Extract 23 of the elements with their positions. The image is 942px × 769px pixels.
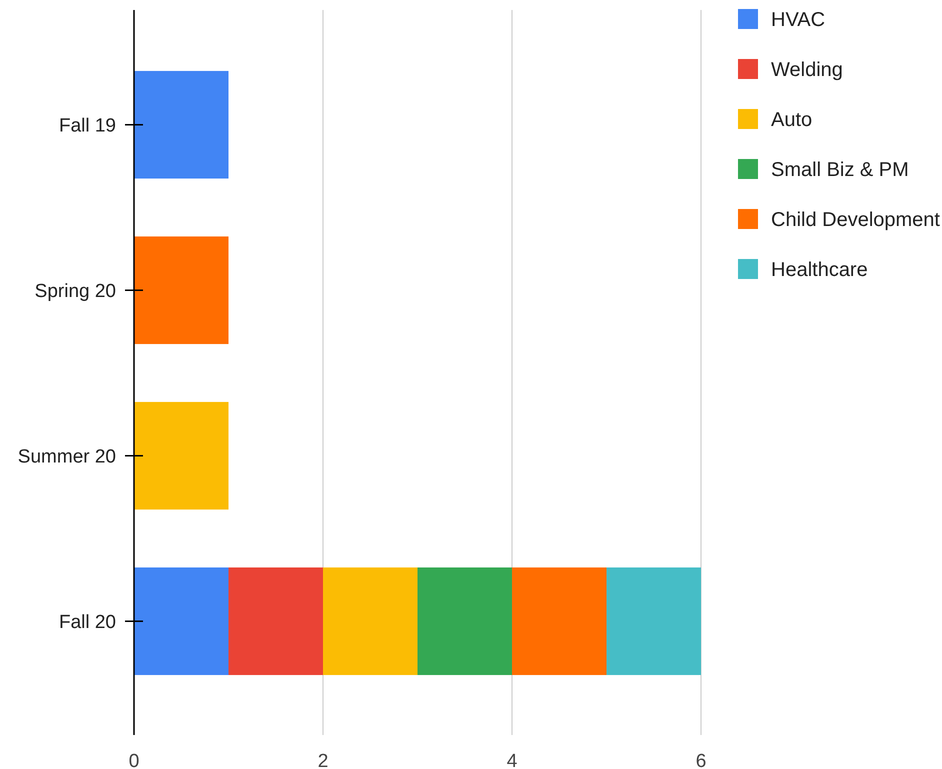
bar — [418, 567, 512, 676]
y-tick-label: Summer 20 — [18, 446, 116, 468]
legend-label: Welding — [771, 59, 843, 81]
x-tick-label: 6 — [696, 751, 706, 769]
legend-label: HVAC — [771, 9, 826, 31]
y-tick-label: Spring 20 — [34, 280, 116, 302]
legend-label: Auto — [771, 109, 812, 131]
bar — [228, 567, 323, 676]
bar — [323, 567, 418, 676]
bar — [134, 70, 228, 179]
legend-label: Healthcare — [771, 259, 868, 281]
bar — [134, 236, 228, 344]
legend-label: Small Biz & PM — [771, 159, 909, 181]
bar — [134, 567, 228, 676]
x-tick-label: 4 — [506, 751, 518, 769]
bar — [134, 402, 228, 510]
bar — [606, 567, 701, 676]
legend-label: Child Development — [771, 209, 940, 231]
y-tick-label: Fall 19 — [58, 115, 116, 136]
y-tick-label: Fall 20 — [58, 612, 116, 633]
x-tick-label: 0 — [128, 751, 140, 769]
x-tick-label: 2 — [318, 751, 328, 769]
bar — [512, 567, 606, 676]
